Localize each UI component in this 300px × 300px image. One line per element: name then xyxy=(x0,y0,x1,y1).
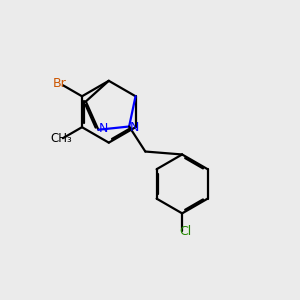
Text: N: N xyxy=(130,122,139,134)
Text: Br: Br xyxy=(52,77,66,90)
Text: N: N xyxy=(99,122,108,135)
Text: Cl: Cl xyxy=(179,225,192,238)
Text: CH₃: CH₃ xyxy=(50,132,72,145)
